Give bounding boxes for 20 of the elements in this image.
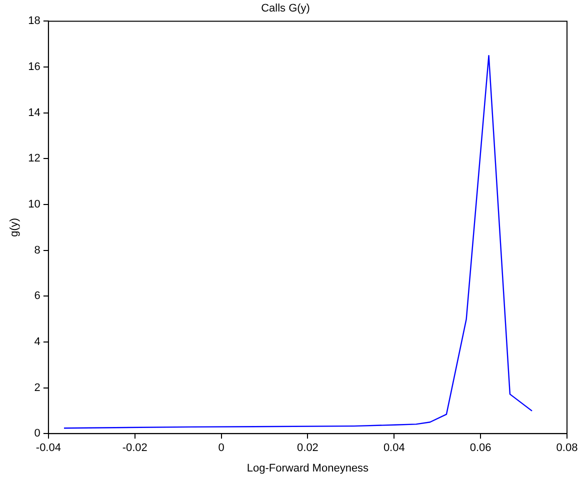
y-tick-label: 8 — [34, 244, 40, 256]
x-axis-title: Log-Forward Moneyness — [246, 462, 370, 474]
chart-title: Calls G(y) — [261, 2, 310, 15]
y-tick-label: 0 — [34, 428, 40, 440]
y-tick-label: 18 — [28, 15, 40, 28]
x-tick-label: 0 — [218, 442, 224, 454]
y-tick-label: 6 — [34, 290, 40, 302]
y-tick-label: 2 — [34, 382, 40, 394]
x-tick-label: 0.06 — [470, 442, 492, 454]
y-tick-label: 4 — [34, 336, 40, 348]
x-tick-label: 0.08 — [556, 442, 578, 454]
x-tick-label: 0.04 — [383, 442, 405, 454]
y-axis-title: g(y) — [8, 218, 21, 237]
y-tick-label: 10 — [28, 198, 40, 211]
y-tick-label: 14 — [28, 106, 40, 119]
x-tick-label: -0.04 — [36, 442, 61, 454]
y-tick-label: 12 — [28, 152, 40, 165]
x-tick-label: -0.02 — [122, 442, 148, 454]
y-tick-label: 16 — [28, 61, 40, 74]
x-tick-label: 0.02 — [297, 442, 318, 454]
